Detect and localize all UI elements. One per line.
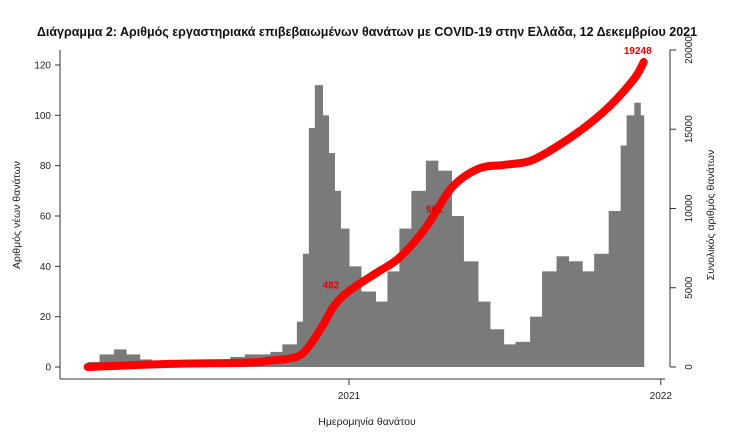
y-right-tick-label: 20000 <box>684 36 695 64</box>
daily-deaths-bar <box>296 321 304 367</box>
x-axis-ticks: 2021 2022 <box>338 379 672 402</box>
daily-deaths-bar <box>360 291 376 367</box>
daily-deaths-bar <box>634 102 641 367</box>
left-axis-ticks: 0 20 40 60 80 100 120 <box>34 61 60 374</box>
y-right-tick-label: 15000 <box>684 115 695 143</box>
daily-deaths-bar <box>451 216 464 367</box>
daily-deaths-bar <box>334 190 341 367</box>
cumulative-annotation: 961 <box>426 205 443 216</box>
daily-deaths-bar <box>594 253 610 367</box>
cumulative-deaths-line <box>83 57 648 371</box>
daily-deaths-bar <box>425 160 439 367</box>
y-tick-label: 80 <box>40 161 52 172</box>
y-tick-label: 40 <box>40 262 52 273</box>
x-tick-label: 2021 <box>338 391 361 402</box>
y-right-tick-label: 5000 <box>684 276 695 299</box>
daily-deaths-bar <box>308 127 316 368</box>
daily-deaths-bar <box>568 261 583 367</box>
daily-deaths-bar <box>314 85 324 367</box>
daily-deaths-bar <box>542 271 558 367</box>
right-axis-ticks: 0 5000 10000 15000 20000 <box>670 36 695 370</box>
y-tick-label: 100 <box>34 111 51 122</box>
y-right-tick-label: 10000 <box>684 194 695 222</box>
daily-deaths-bar <box>620 145 628 367</box>
x-tick-label: 2022 <box>650 391 673 402</box>
daily-deaths-bar <box>626 115 635 367</box>
daily-deaths-bar <box>387 271 400 367</box>
y-axis-label: Αριθμός νέων θανάτων <box>11 161 23 269</box>
x-axis-label: Ημερομηνία θανάτου <box>318 416 416 428</box>
cumulative-annotation: 482 <box>323 280 340 291</box>
y-right-tick-label: 0 <box>684 364 695 370</box>
daily-deaths-bar <box>530 316 543 367</box>
y-tick-label: 0 <box>45 363 51 374</box>
y-tick-label: 120 <box>34 61 51 72</box>
daily-deaths-bar <box>477 301 491 367</box>
y-tick-label: 20 <box>40 312 52 323</box>
daily-deaths-bar <box>399 228 412 367</box>
daily-deaths-bar <box>608 210 622 367</box>
annotations: 482 961 19248 <box>323 46 652 292</box>
daily-deaths-bar <box>411 190 427 367</box>
cumulative-annotation: 19248 <box>624 46 652 57</box>
daily-deaths-bar <box>328 153 335 367</box>
y-axis-right-label: Συνολικός αριθμός θανάτων <box>705 150 717 280</box>
daily-deaths-bars <box>87 85 645 368</box>
daily-deaths-bar <box>437 170 453 367</box>
daily-deaths-bar <box>556 256 570 367</box>
daily-deaths-bar <box>515 341 531 367</box>
daily-deaths-bar <box>503 344 517 367</box>
daily-deaths-bar <box>640 115 645 367</box>
daily-deaths-bar <box>375 301 388 367</box>
chart-title: Διάγραμμα 2: Αριθμός εργαστηριακά επιβεβ… <box>37 25 697 39</box>
daily-deaths-bar <box>302 253 310 367</box>
daily-deaths-bar <box>463 261 479 367</box>
daily-deaths-bar <box>322 115 329 367</box>
y-tick-label: 60 <box>40 212 52 223</box>
daily-deaths-bar <box>582 271 595 367</box>
daily-deaths-bar <box>489 329 505 367</box>
